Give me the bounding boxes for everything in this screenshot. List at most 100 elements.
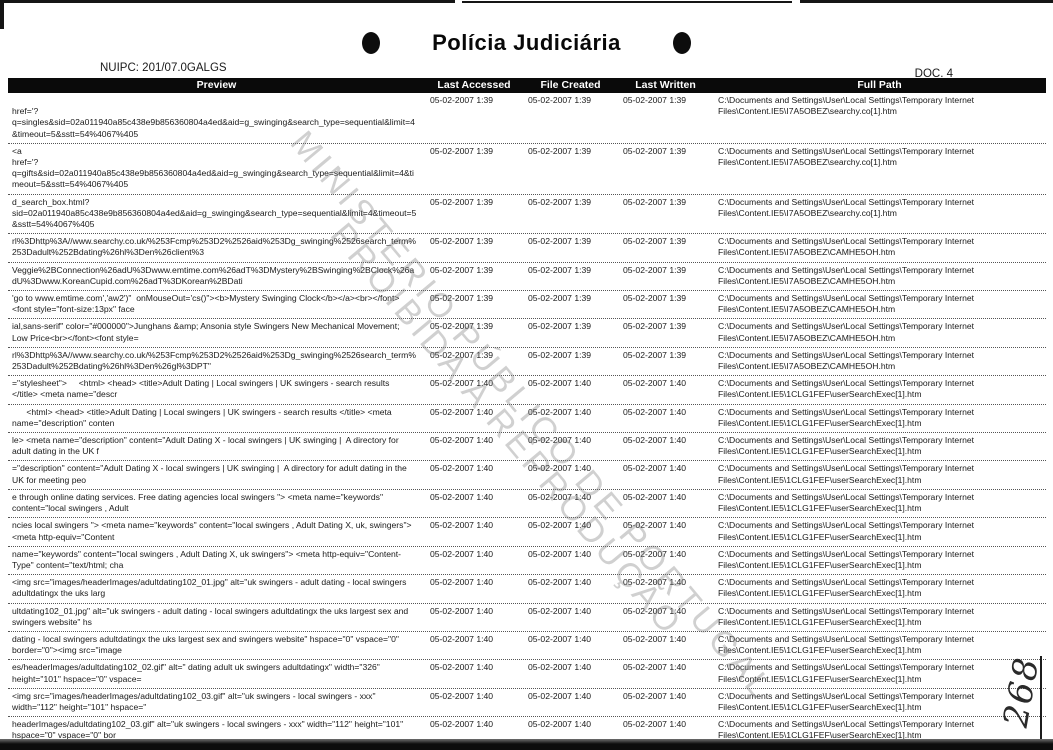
cell-preview: le> <meta name="description" content="Ad…	[12, 435, 402, 457]
cell-full-path: C:\Documents and Settings\User\Local Set…	[718, 662, 975, 684]
cell-full-path: C:\Documents and Settings\User\Local Set…	[718, 406, 975, 428]
cell-last-accessed: 05-02-2007 1:39	[430, 321, 494, 332]
table-row: <html> <head> <title>Adult Dating | Loca…	[8, 405, 1046, 434]
table-row: ultdating102_01.jpg" alt="uk swingers - …	[8, 604, 1046, 632]
table-row: ncies local swingers "> <meta name="keyw…	[8, 518, 1046, 547]
cell-last-written: 05-02-2007 1:40	[623, 520, 687, 531]
table-row: name="keywords" content="local swingers …	[8, 547, 1046, 576]
cell-file-created: 05-02-2007 1:40	[528, 719, 592, 730]
cell-full-path: C:\Documents and Settings\User\Local Set…	[718, 719, 975, 741]
cell-full-path: C:\Documents and Settings\User\Local Set…	[718, 196, 975, 218]
cell-last-accessed: 05-02-2007 1:40	[430, 605, 494, 616]
cell-preview: e through online dating services. Free d…	[12, 491, 386, 514]
cell-last-accessed: 05-02-2007 1:40	[430, 463, 494, 474]
cell-last-written: 05-02-2007 1:39	[623, 145, 687, 156]
table-row: e through online dating services. Free d…	[8, 490, 1046, 519]
cell-last-written: 05-02-2007 1:40	[623, 406, 687, 417]
cell-last-accessed: 05-02-2007 1:39	[430, 196, 494, 207]
cell-full-path: C:\Documents and Settings\User\Local Set…	[718, 520, 975, 542]
cell-last-accessed: 05-02-2007 1:40	[430, 378, 494, 389]
cell-preview: rl%3Dhttp%3A//www.searchy.co.uk/%253Fcmp…	[12, 236, 416, 258]
cell-preview: ultdating102_01.jpg" alt="uk swingers - …	[12, 605, 411, 627]
cell-last-written: 05-02-2007 1:40	[623, 435, 687, 446]
cell-last-accessed: 05-02-2007 1:39	[430, 293, 494, 304]
cell-preview: ="description" content="Adult Dating X -…	[12, 463, 410, 485]
cell-last-accessed: 05-02-2007 1:40	[430, 435, 494, 446]
column-header-last-written: Last Written	[635, 79, 696, 91]
cell-full-path: C:\Documents and Settings\User\Local Set…	[718, 349, 975, 372]
cell-file-created: 05-02-2007 1:40	[528, 662, 592, 673]
table-row: es/headerImages/adultdating102_02.gif" a…	[8, 660, 1046, 689]
cell-last-written: 05-02-2007 1:39	[623, 349, 687, 360]
cell-preview: <img src="images/headerImages/adultdatin…	[12, 690, 378, 712]
cell-file-created: 05-02-2007 1:39	[528, 196, 592, 207]
cell-last-accessed: 05-02-2007 1:39	[430, 95, 494, 105]
table-row: 'go to www.emtime.com','aw2')" onMouseOu…	[8, 291, 1046, 320]
scan-artifact-top	[0, 0, 455, 3]
cell-file-created: 05-02-2007 1:39	[528, 321, 592, 332]
cell-full-path: C:\Documents and Settings\User\Local Set…	[718, 378, 975, 400]
cell-last-accessed: 05-02-2007 1:40	[430, 719, 494, 730]
cell-file-created: 05-02-2007 1:40	[528, 491, 592, 502]
cell-file-created: 05-02-2007 1:39	[528, 264, 592, 275]
column-header-full-path: Full Path	[857, 79, 902, 91]
cell-preview: ="stylesheet"> <html> <head> <title>Adul…	[12, 378, 392, 400]
cell-preview: ncies local swingers "> <meta name="keyw…	[12, 520, 414, 542]
cell-full-path: C:\Documents and Settings\User\Local Set…	[718, 145, 975, 168]
table-body: href='?q=singles&sid=02a011940a85c438e9b…	[8, 93, 1046, 750]
cell-last-written: 05-02-2007 1:40	[623, 548, 687, 559]
cell-full-path: C:\Documents and Settings\User\Local Set…	[718, 293, 975, 315]
cell-preview: <html> <head> <title>Adult Dating | Loca…	[12, 406, 395, 428]
cell-last-accessed: 05-02-2007 1:40	[430, 491, 494, 502]
document-header: Polícia Judiciária	[0, 26, 1053, 60]
cell-file-created: 05-02-2007 1:40	[528, 605, 592, 616]
cell-full-path: C:\Documents and Settings\User\Local Set…	[718, 264, 975, 286]
cell-full-path: C:\Documents and Settings\User\Local Set…	[718, 633, 975, 656]
cell-last-accessed: 05-02-2007 1:39	[430, 349, 494, 360]
cell-file-created: 05-02-2007 1:40	[528, 520, 592, 531]
cell-last-written: 05-02-2007 1:39	[623, 196, 687, 207]
cell-file-created: 05-02-2007 1:40	[528, 690, 592, 701]
cell-last-written: 05-02-2007 1:40	[623, 690, 687, 701]
cell-last-accessed: 05-02-2007 1:39	[430, 145, 494, 156]
column-header-file-created: File Created	[540, 79, 601, 91]
table-row: rl%3Dhttp%3A//www.searchy.co.uk/%253Fcmp…	[8, 234, 1046, 263]
cell-full-path: C:\Documents and Settings\User\Local Set…	[718, 95, 975, 117]
cell-file-created: 05-02-2007 1:39	[528, 293, 592, 304]
cell-full-path: C:\Documents and Settings\User\Local Set…	[718, 690, 975, 712]
artifact-table: Preview Last Accessed File Created Last Wri…	[8, 78, 1046, 750]
cell-last-written: 05-02-2007 1:40	[623, 719, 687, 730]
cell-file-created: 05-02-2007 1:40	[528, 463, 592, 474]
cell-file-created: 05-02-2007 1:40	[528, 633, 592, 644]
cell-last-written: 05-02-2007 1:39	[623, 95, 687, 105]
cell-last-written: 05-02-2007 1:39	[623, 321, 687, 332]
table-row: Veggie%2BConnection%26adU%3Dwww.emtime.c…	[8, 263, 1046, 292]
column-header-last-accessed: Last Accessed	[437, 79, 511, 91]
cell-preview: Veggie%2BConnection%26adU%3Dwww.emtime.c…	[12, 264, 415, 286]
cell-last-accessed: 05-02-2007 1:40	[430, 633, 494, 644]
cell-file-created: 05-02-2007 1:39	[528, 236, 592, 247]
cell-preview: name="keywords" content="local swingers …	[12, 548, 402, 570]
cell-preview: href='?q=singles&sid=02a011940a85c438e9b…	[12, 106, 415, 139]
cell-preview: dating - local swingers adultdatingx the…	[12, 633, 402, 656]
cell-full-path: C:\Documents and Settings\User\Local Set…	[718, 236, 975, 258]
table-row: dating - local swingers adultdatingx the…	[8, 632, 1046, 661]
table-row: ial,sans-serif" color="#000000">Junghans…	[8, 319, 1046, 348]
scan-artifact-left-corner	[0, 3, 4, 29]
cell-preview: es/headerImages/adultdating102_02.gif" a…	[12, 662, 383, 684]
cell-last-written: 05-02-2007 1:40	[623, 463, 687, 474]
cell-last-accessed: 05-02-2007 1:40	[430, 662, 494, 673]
punch-hole-left-icon	[362, 32, 381, 54]
cell-file-created: 05-02-2007 1:40	[528, 378, 592, 389]
table-row: ="stylesheet"> <html> <head> <title>Adul…	[8, 376, 1046, 405]
cell-last-accessed: 05-02-2007 1:40	[430, 548, 494, 559]
cell-last-written: 05-02-2007 1:40	[623, 633, 687, 644]
doc-number: DOC. 4	[914, 68, 953, 80]
table-row: d_search_box.html?sid=02a011940a85c438e9…	[8, 195, 1046, 235]
table-row: <img src="images/headerImages/adultdatin…	[8, 575, 1046, 604]
cell-preview: <img src="images/headerImages/adultdatin…	[12, 577, 409, 599]
cell-preview: headerImages/adultdating102_03.gif" alt=…	[12, 719, 406, 741]
cell-preview: rl%3Dhttp%3A//www.searchy.co.uk/%253Fcmp…	[12, 349, 416, 372]
cell-full-path: C:\Documents and Settings\User\Local Set…	[718, 548, 975, 570]
